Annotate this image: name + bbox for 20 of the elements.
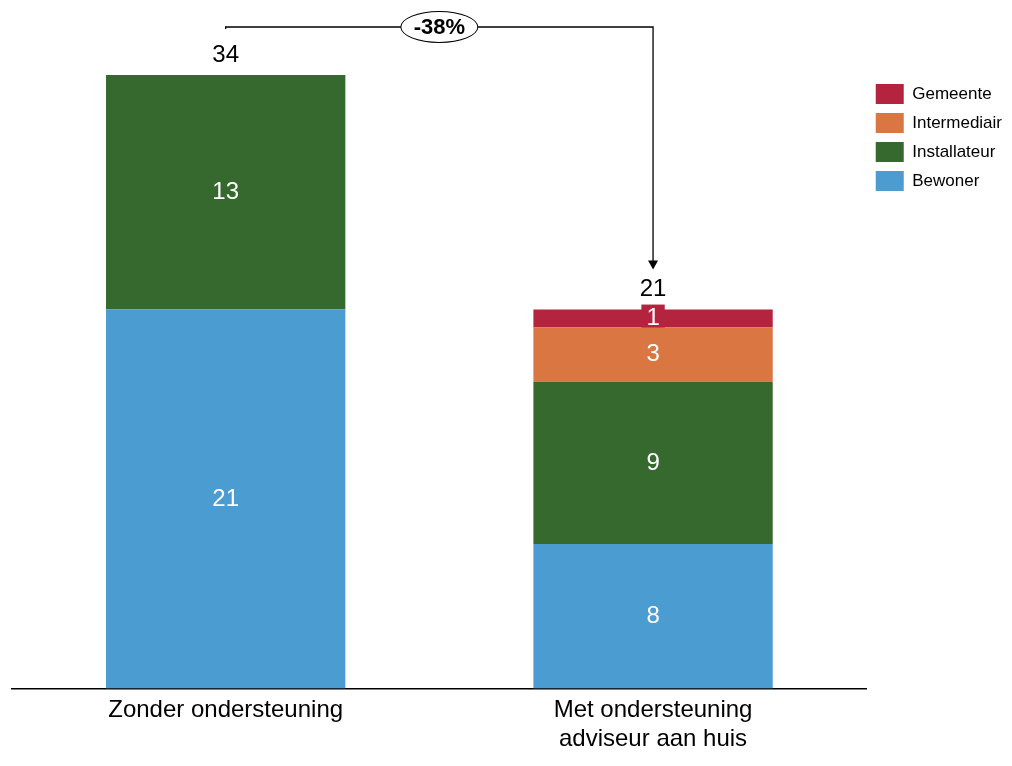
x-tick-label: Met ondersteuning adviseur aan huis: [553, 695, 753, 752]
data-label: 3: [646, 339, 660, 367]
bar: [533, 544, 773, 689]
total-label: 34: [212, 39, 240, 67]
data-label: 9: [646, 447, 660, 475]
bar: [533, 327, 773, 382]
bar: [106, 309, 346, 689]
legend-label: Bewoner: [912, 170, 980, 190]
legend-label: Installateur: [912, 141, 996, 161]
bar: [533, 381, 773, 545]
total-label: 21: [639, 274, 667, 302]
data-label: 8: [646, 600, 660, 628]
legend-label: Gemeente: [912, 83, 992, 103]
legend-label: Intermediair: [912, 112, 1003, 132]
data-label: 21: [212, 483, 240, 511]
data-label: 1: [646, 303, 660, 331]
data-label: 13: [212, 176, 240, 204]
text: -38%: [400, 11, 479, 43]
x-tick-label: Zonder ondersteuning: [108, 695, 344, 723]
bar: [106, 75, 346, 310]
